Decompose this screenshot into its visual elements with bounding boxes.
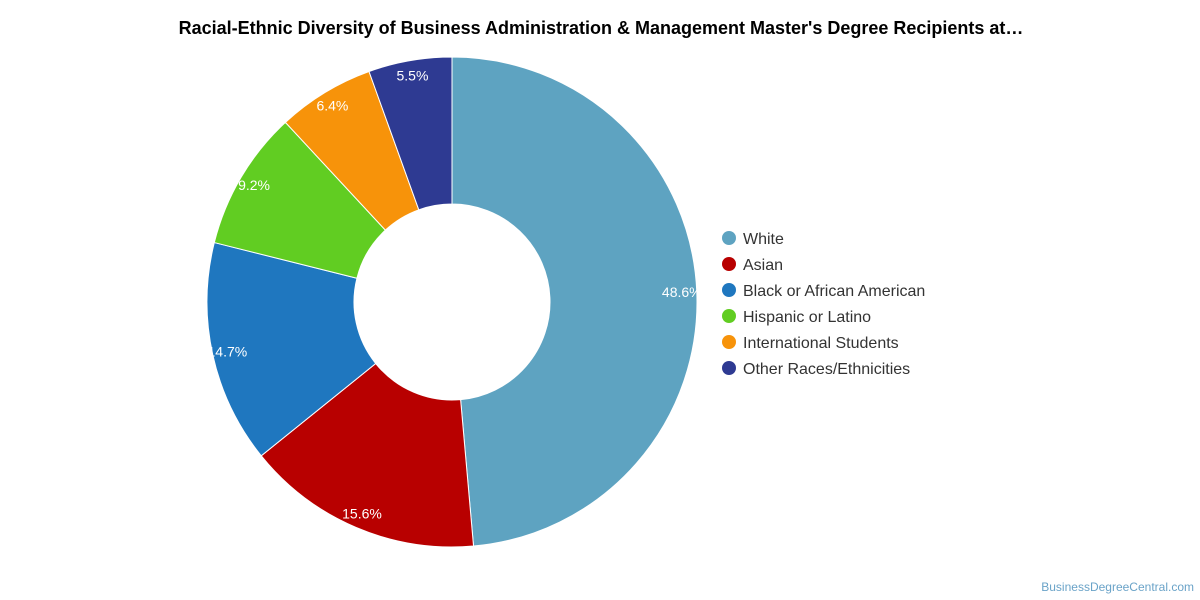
legend-label-hispanic-or-latino: Hispanic or Latino: [743, 309, 871, 326]
donut-slices: [206, 56, 698, 548]
slice-asian: [260, 362, 475, 548]
legend-label-asian: Asian: [743, 257, 783, 274]
slice-label-international-students: 6.4%: [316, 98, 348, 114]
legend-label-white: White: [743, 231, 784, 248]
slice-label-other-races-ethnicities: 5.5%: [396, 67, 428, 83]
slice-labels: 48.6% 15.6% 14.7% 9.2% 6.4% 5.5%: [208, 67, 702, 521]
legend: White Asian Black or African American Hispa…: [722, 231, 925, 378]
legend-marker-white: [722, 231, 736, 245]
slice-label-white: 48.6%: [662, 284, 702, 300]
slice-label-asian: 15.6%: [342, 506, 382, 522]
legend-label-other-races-ethnicities: Other Races/Ethnicities: [743, 361, 910, 378]
slice-black-or-african-american: [206, 241, 377, 457]
slice-other-races-ethnicities: [368, 56, 453, 211]
legend-label-black-or-african-american: Black or African American: [743, 283, 925, 300]
chart-title: Racial-Ethnic Diversity of Business Admi…: [179, 18, 1024, 38]
slice-label-hispanic-or-latino: 9.2%: [238, 177, 270, 193]
legend-marker-other-races-ethnicities: [722, 361, 736, 375]
slice-white: [451, 56, 698, 547]
legend-marker-international-students: [722, 335, 736, 349]
legend-marker-asian: [722, 257, 736, 271]
slice-label-black-or-african-american: 14.7%: [208, 343, 248, 359]
legend-marker-black-or-african-american: [722, 283, 736, 297]
legend-marker-hispanic-or-latino: [722, 309, 736, 323]
watermark-text: BusinessDegreeCentral.com: [1041, 580, 1194, 594]
legend-label-international-students: International Students: [743, 335, 899, 352]
